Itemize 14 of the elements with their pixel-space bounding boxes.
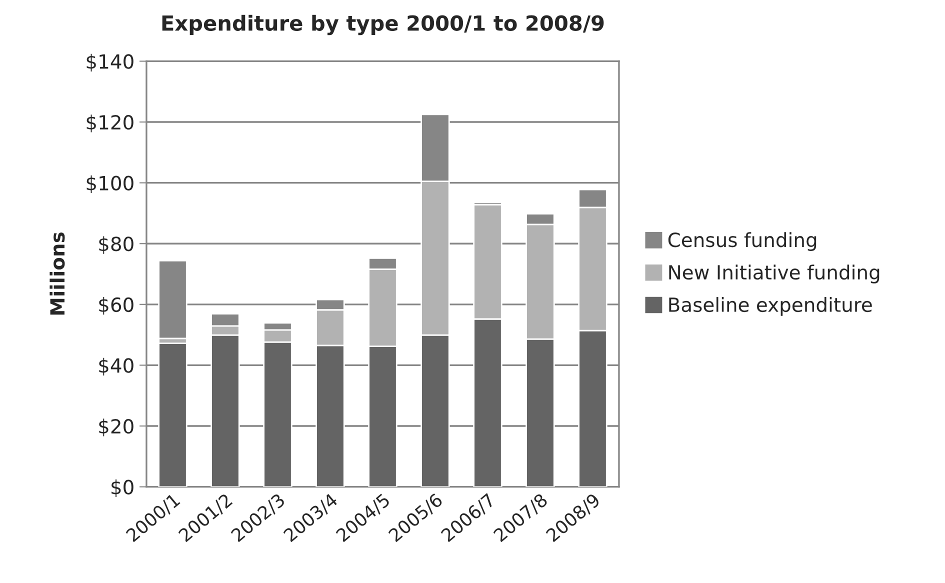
y-tick-label: $100	[86, 175, 134, 194]
chart-title: Expenditure by type 2000/1 to 2008/9	[162, 14, 604, 36]
y-tick-label: $20	[99, 418, 134, 436]
y-tick-label: $120	[86, 114, 134, 132]
legend-label: New Initiative funding	[669, 264, 880, 284]
legend-label: Baseline expenditure	[669, 297, 872, 316]
y-tick-label: $140	[86, 54, 134, 72]
y-tick-label: $60	[99, 297, 134, 315]
y-tick-label: $0	[112, 479, 134, 498]
bar	[158, 342, 188, 487]
y-tick-label: $40	[99, 358, 134, 376]
legend-label: Census funding	[668, 232, 816, 251]
y-axis-title: Miilions	[50, 232, 65, 315]
y-tick-label: $80	[99, 236, 134, 254]
